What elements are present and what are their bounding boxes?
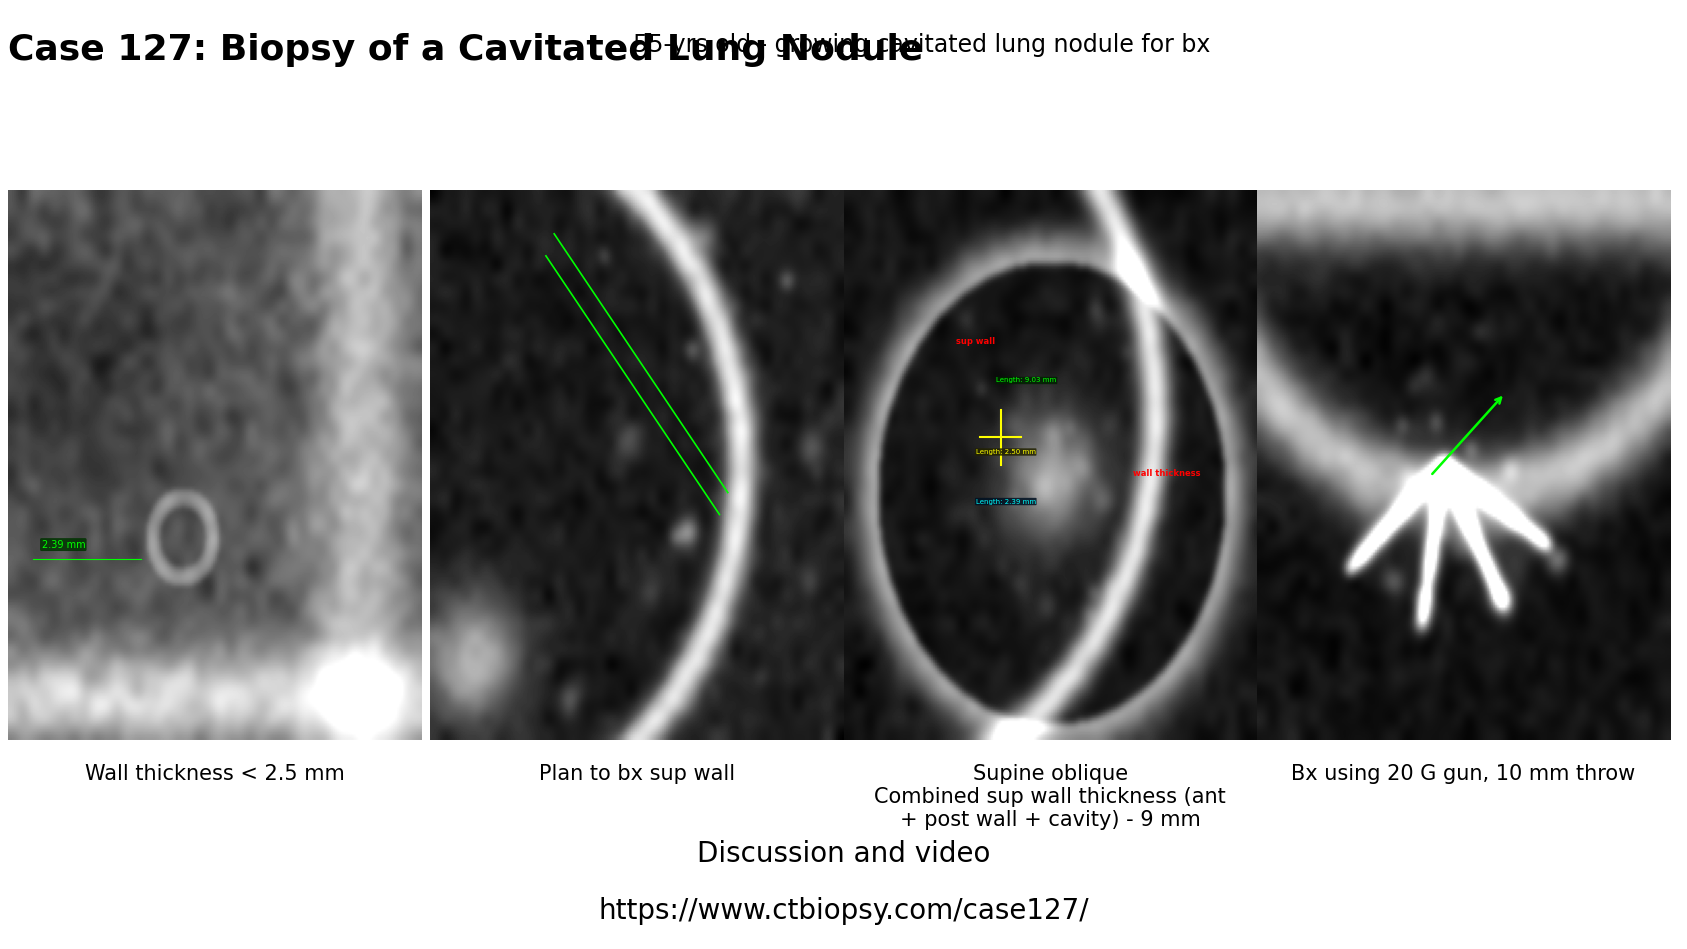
Text: Wall thickness < 2.5 mm: Wall thickness < 2.5 mm (86, 764, 344, 784)
Text: 2.39 mm: 2.39 mm (42, 540, 84, 549)
Text: Bx using 20 G gun, 10 mm throw: Bx using 20 G gun, 10 mm throw (1291, 764, 1636, 784)
Text: Length: 2.50 mm: Length: 2.50 mm (975, 449, 1036, 455)
Text: Supine oblique
Combined sup wall thickness (ant
+ post wall + cavity) - 9 mm: Supine oblique Combined sup wall thickne… (874, 764, 1226, 830)
Text: Plan to bx sup wall: Plan to bx sup wall (538, 764, 736, 784)
Text: Length: 9.03 mm: Length: 9.03 mm (997, 378, 1056, 383)
Text: sup wall: sup wall (957, 337, 995, 346)
Text: https://www.ctbiopsy.com/case127/: https://www.ctbiopsy.com/case127/ (599, 897, 1088, 925)
Text: Discussion and video: Discussion and video (697, 840, 990, 868)
Text: 55-yrs old - growing cavitated lung nodule for bx: 55-yrs old - growing cavitated lung nodu… (633, 33, 1210, 57)
Text: Length: 2.39 mm: Length: 2.39 mm (975, 498, 1036, 505)
Text: Case 127: Biopsy of a Cavitated Lung Nodule: Case 127: Biopsy of a Cavitated Lung Nod… (8, 33, 924, 67)
Text: wall thickness: wall thickness (1134, 469, 1201, 478)
